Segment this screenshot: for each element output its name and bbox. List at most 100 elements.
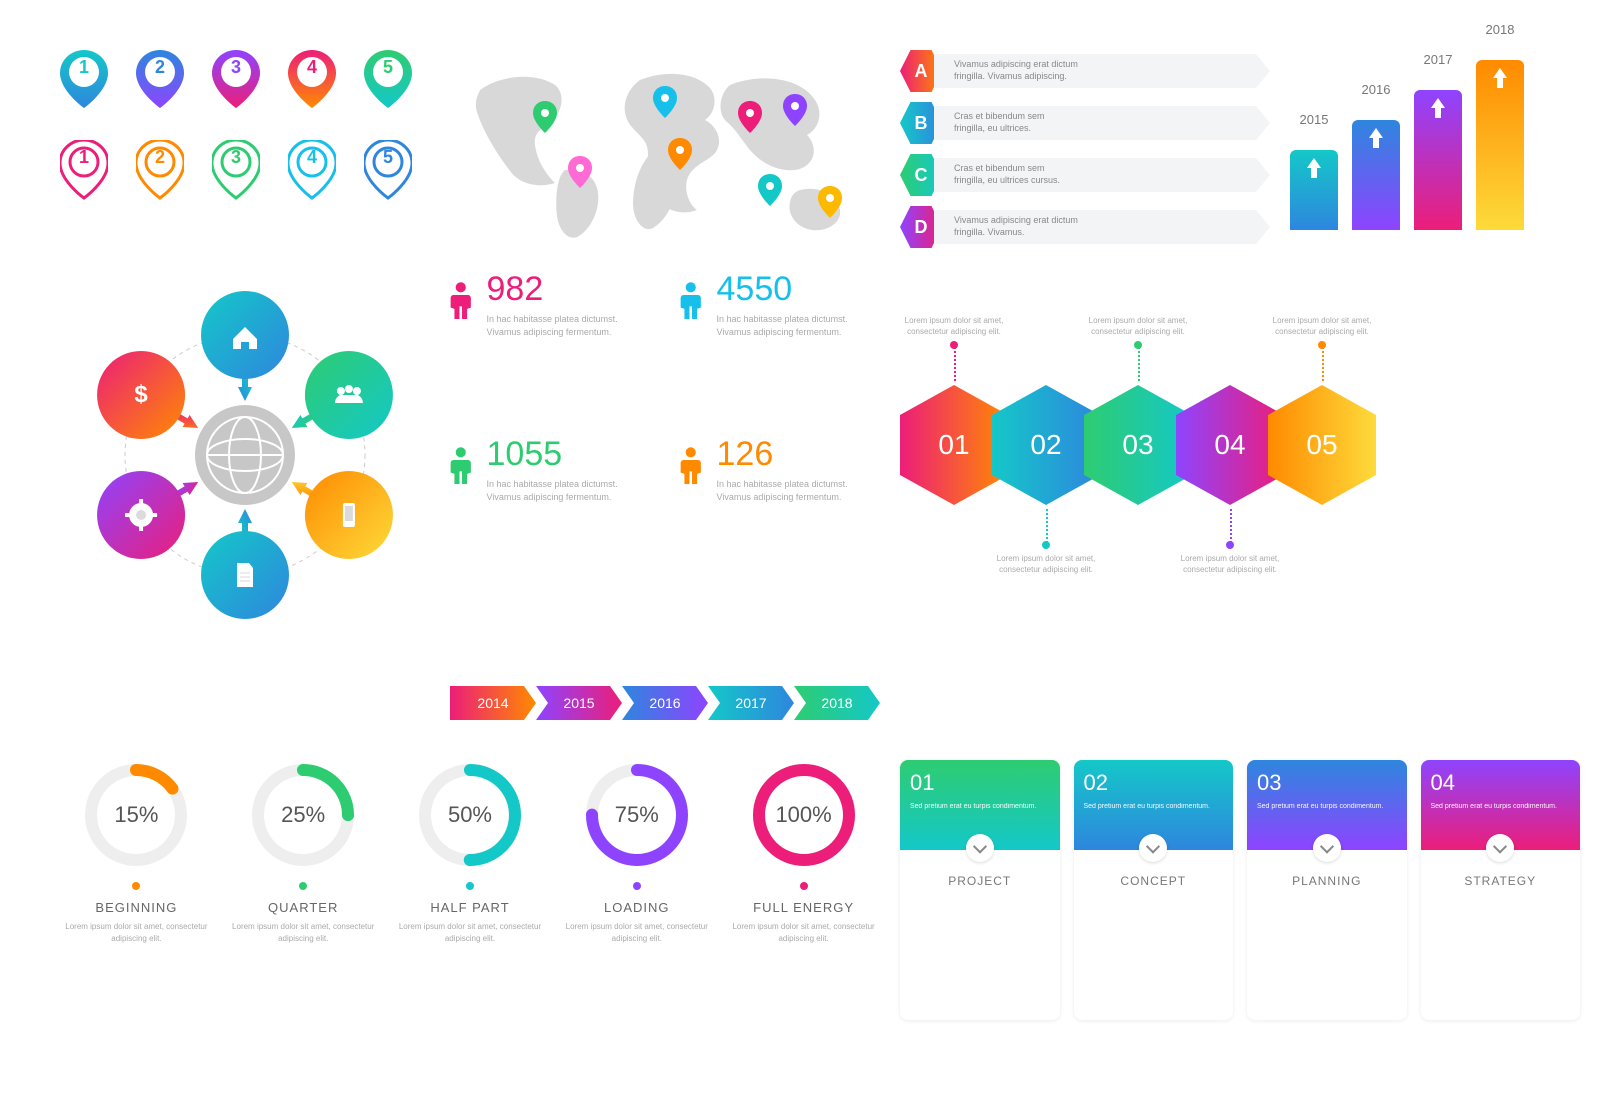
stat-value: 126 [717, 435, 881, 474]
card-text: Sed pretium erat eu turpis condimentum. [1084, 802, 1224, 812]
donut-charts: 15% BEGINNING Lorem ipsum dolor sit amet, … [60, 740, 880, 1020]
banner-item: CCras et bibendum semfringilla, eu ultri… [900, 154, 1270, 196]
pin-outline: 3 [212, 140, 260, 200]
card-number: 02 [1084, 770, 1224, 796]
strategy-card: 03Sed pretium erat eu turpis condimentum… [1247, 760, 1407, 1020]
people-stats: 982 In hac habitasse platea dictumst. Viv… [450, 270, 880, 580]
donut-label: HALF PART [394, 900, 547, 915]
timeline-segment: 2017 [708, 686, 794, 720]
pin-number: 5 [364, 147, 412, 168]
person-icon [656, 656, 674, 682]
hexagon-caption: Lorem ipsum dolor sit amet, consectetur … [1175, 553, 1285, 575]
chevron-down-icon [966, 834, 994, 862]
map-pin-icon [758, 174, 782, 206]
hexagon-captions [900, 600, 1580, 720]
phone-icon [343, 503, 355, 527]
pin-outline: 1 [60, 140, 108, 200]
donut-text: Lorem ipsum dolor sit amet, consectetur … [727, 921, 880, 945]
chevron-down-icon [1313, 834, 1341, 862]
timeline-year: 2017 [735, 695, 766, 711]
bar-year: 2016 [1362, 82, 1391, 97]
timeline-year: 2018 [821, 695, 852, 711]
banner-text: Vivamus adipiscing erat dictumfringilla.… [934, 210, 1270, 244]
timeline-segment: 2018 [794, 686, 880, 720]
pin-outline: 4 [288, 140, 336, 200]
world-map [450, 50, 880, 250]
bar-year: 2018 [1486, 22, 1515, 37]
stat-value: 4550 [717, 270, 881, 309]
donut-item: 75%LOADINGLorem ipsum dolor sit amet, co… [560, 760, 713, 1020]
strategy-cards: 01Sed pretium erat eu turpis condimentum… [900, 740, 1580, 1020]
person-icon [680, 435, 702, 495]
timeline-segment: 2016 [622, 686, 708, 720]
stat-text: In hac habitasse platea dictumst. Vivamu… [717, 313, 881, 338]
person-icon [570, 656, 588, 682]
banner-text: Cras et bibendum semfringilla, eu ultric… [934, 106, 1270, 140]
timeline-year: 2014 [477, 695, 508, 711]
bar: 2017 [1414, 90, 1462, 230]
stat-value: 982 [487, 270, 651, 309]
pin-solid: 4 [288, 50, 336, 110]
hexagon-steps: 01Lorem ipsum dolor sit amet, consectetu… [900, 270, 1580, 580]
pin-outline: 2 [136, 140, 184, 200]
hexagon-caption: Lorem ipsum dolor sit amet, consectetur … [899, 315, 1009, 337]
donut-label: QUARTER [227, 900, 380, 915]
card-number: 04 [1431, 770, 1571, 796]
pin-number: 1 [60, 57, 108, 78]
bar-year: 2017 [1424, 52, 1453, 67]
donut-percent: 75% [582, 760, 692, 870]
person-icon [680, 270, 702, 330]
timeline-year: 2015 [563, 695, 594, 711]
donut-item: 100%FULL ENERGYLorem ipsum dolor sit ame… [727, 760, 880, 1020]
timeline-segment: 2015 [536, 686, 622, 720]
banner-item: AVivamus adipiscing erat dictumfringilla… [900, 50, 1270, 92]
donut-item: 50% HALF PART Lorem ipsum dolor sit amet, … [394, 760, 547, 1020]
pin-outline: 5 [364, 140, 412, 200]
svg-text:$: $ [134, 381, 148, 408]
hexagon-caption: Lorem ipsum dolor sit amet, consectetur … [1083, 315, 1193, 337]
person-stat: 126In hac habitasse platea dictumst. Viv… [680, 435, 880, 580]
pin-solid: 5 [364, 50, 412, 110]
donut-percent: 50% [415, 760, 525, 870]
pin-number: 3 [212, 147, 260, 168]
donut-label: BEGINNING [60, 900, 213, 915]
card-text: Sed pretium erat eu turpis condimentum. [910, 802, 1050, 812]
strategy-card: 02 Sed pretium erat eu turpis condimentum… [1074, 760, 1234, 1020]
donut-text: Lorem ipsum dolor sit amet, consectetur … [227, 921, 380, 945]
dollar-icon: $ [134, 381, 148, 408]
donut-percent: 15% [81, 760, 191, 870]
donut-item: 25%QUARTERLorem ipsum dolor sit amet, co… [227, 760, 380, 1020]
banner-text: Vivamus adipiscing erat dictumfringilla.… [934, 54, 1270, 88]
hexagon-step: 05 [1268, 385, 1376, 505]
bar: 2015 [1290, 150, 1338, 230]
person-stat: 1055 In hac habitasse platea dictumst. Vi… [450, 435, 650, 580]
pin-solid: 1 [60, 50, 108, 110]
person-icon [742, 656, 760, 682]
timeline-year: 2016 [649, 695, 680, 711]
doc-icon [237, 563, 253, 587]
donut-text: Lorem ipsum dolor sit amet, consectetur … [394, 921, 547, 945]
person-icon [484, 656, 502, 682]
hexagon-caption: Lorem ipsum dolor sit amet, consectetur … [991, 553, 1101, 575]
banner-list: AVivamus adipiscing erat dictumfringilla… [900, 50, 1270, 250]
bar: 2018 [1476, 60, 1524, 230]
pin-number: 1 [60, 147, 108, 168]
bar: 2016 [1352, 120, 1400, 230]
person-stat: 4550 In hac habitasse platea dictumst. Vi… [680, 270, 880, 415]
bar-year: 2015 [1300, 112, 1329, 127]
banner-text: Cras et bibendum semfringilla, eu ultric… [934, 158, 1270, 192]
stat-value: 1055 [487, 435, 651, 474]
stat-text: In hac habitasse platea dictumst. Vivamu… [487, 313, 651, 338]
stat-text: In hac habitasse platea dictumst. Vivamu… [487, 478, 651, 503]
chevron-down-icon [1139, 834, 1167, 862]
person-icon [828, 656, 846, 682]
pin-number: 5 [364, 57, 412, 78]
pin-number: 2 [136, 147, 184, 168]
card-text: Sed pretium erat eu turpis condimentum. [1257, 802, 1397, 812]
strategy-card: 04 Sed pretium erat eu turpis condimentum… [1421, 760, 1581, 1020]
spoke-diagram: $ [60, 270, 430, 720]
donut-label: FULL ENERGY [727, 900, 880, 915]
card-text: Sed pretium erat eu turpis condimentum. [1431, 802, 1571, 812]
donut-text: Lorem ipsum dolor sit amet, consectetur … [60, 921, 213, 945]
person-stat: 982 In hac habitasse platea dictumst. Viv… [450, 270, 650, 415]
